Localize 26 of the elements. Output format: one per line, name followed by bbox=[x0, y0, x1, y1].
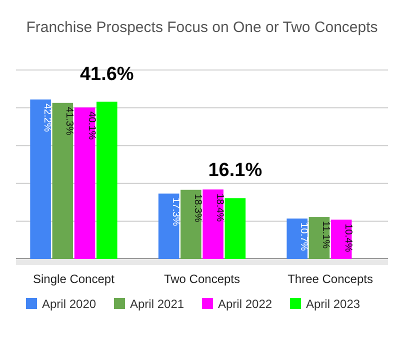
data-label: 16.1% bbox=[208, 160, 262, 182]
data-label: 40.1% bbox=[86, 111, 97, 140]
bar bbox=[74, 107, 96, 259]
bar bbox=[30, 99, 51, 259]
x-tick-label: Three Concepts bbox=[288, 272, 373, 286]
bar bbox=[96, 102, 118, 259]
bar bbox=[180, 190, 202, 259]
bar bbox=[52, 102, 74, 259]
data-label: 18.3% bbox=[192, 194, 203, 222]
x-tick-label: Two Concepts bbox=[164, 272, 240, 286]
bar bbox=[224, 198, 246, 259]
legend-label: April 2020 bbox=[42, 297, 96, 311]
data-label: 41.6% bbox=[80, 64, 134, 85]
bar bbox=[202, 189, 224, 259]
data-label: 11.1% bbox=[320, 221, 332, 249]
x-tick-label: Single Concept bbox=[33, 272, 116, 286]
legend-label: April 2023 bbox=[306, 297, 360, 311]
data-label: 41.3% bbox=[64, 106, 75, 136]
chart-title: Franchise Prospects Focus on One or Two Concepts bbox=[26, 19, 378, 36]
bar bbox=[286, 218, 308, 259]
bar bbox=[158, 194, 180, 259]
legend-label: April 2022 bbox=[218, 297, 272, 311]
data-label: 10.4% bbox=[342, 224, 354, 252]
bar bbox=[308, 217, 330, 259]
data-label: 18.4% bbox=[214, 193, 226, 222]
legend-label: April 2021 bbox=[130, 297, 184, 311]
